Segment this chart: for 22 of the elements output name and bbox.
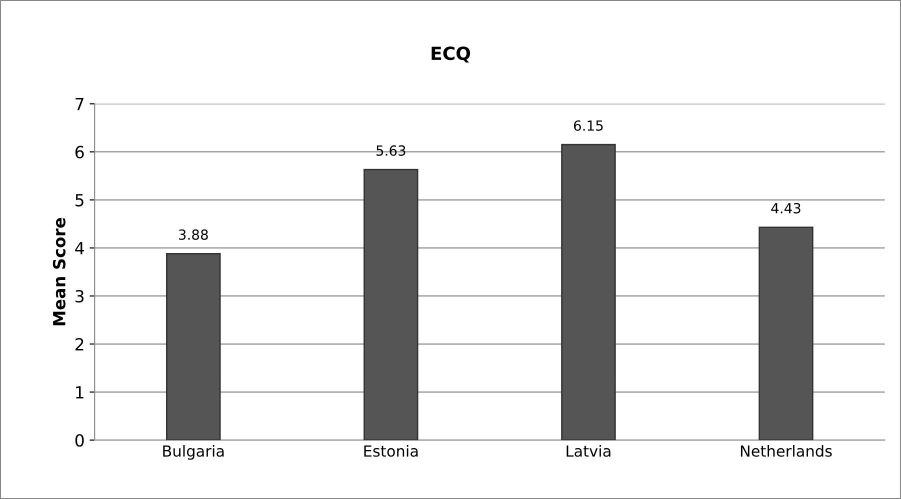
- bar: [364, 168, 418, 440]
- y-axis-title: Mean Score: [52, 218, 66, 326]
- bar: [758, 226, 814, 440]
- bar: [561, 144, 616, 440]
- y-tick-label: 5: [76, 194, 84, 206]
- x-tick-label: Netherlands: [740, 444, 832, 457]
- y-tick-label: 3: [76, 290, 84, 303]
- data-label: 4.43: [771, 202, 800, 214]
- bar: [166, 253, 221, 440]
- x-tick-label: Estonia: [364, 444, 418, 457]
- chart-title: ECQ: [432, 46, 470, 63]
- y-tick-label: 0: [75, 434, 84, 447]
- y-tick-label: 2: [76, 338, 84, 350]
- data-label: 5.63: [376, 145, 406, 156]
- y-tick-label: 4: [75, 242, 84, 254]
- y-tick-label: 1: [76, 386, 84, 398]
- data-label: 6.15: [574, 120, 603, 131]
- x-tick-label: Latvia: [566, 444, 610, 457]
- y-tick-label: 6: [75, 146, 84, 158]
- x-tick-label: Bulgaria: [163, 444, 224, 460]
- y-tick-label: 7: [76, 98, 84, 110]
- data-label: 3.88: [178, 229, 208, 240]
